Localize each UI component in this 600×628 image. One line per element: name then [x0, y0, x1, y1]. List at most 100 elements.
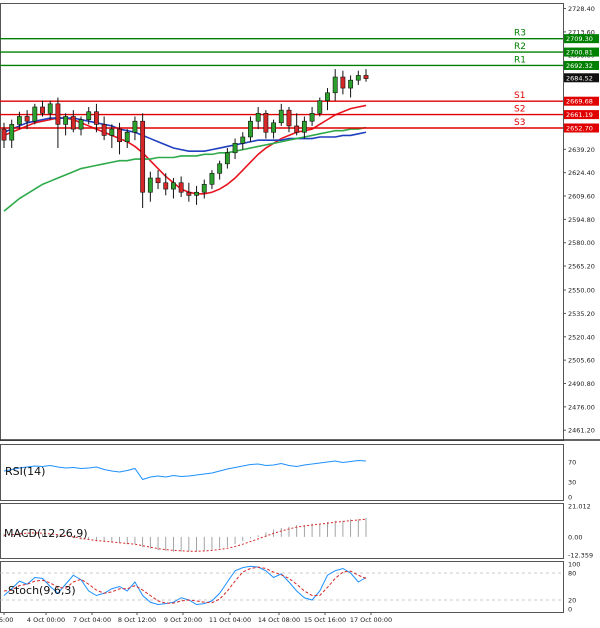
candle-body: [278, 109, 284, 124]
time-tick-label: 9 Oct 20:00: [164, 616, 202, 624]
candle: [63, 113, 69, 136]
level-tag-s3: [564, 123, 599, 133]
level-tag-r2: [564, 47, 599, 57]
candle: [278, 103, 284, 126]
price-tick-label: 2580.00: [568, 239, 595, 247]
level-tag-s2: [564, 110, 599, 120]
candle: [209, 170, 215, 190]
candle: [355, 70, 361, 85]
candle: [109, 124, 115, 149]
price-tick-label: 2550.00: [568, 287, 595, 295]
level-value-r3: 2709.30: [566, 35, 593, 43]
candle: [363, 69, 369, 82]
level-name-s1: S1: [514, 91, 525, 101]
macd-signal-line: [3, 518, 367, 552]
candle: [163, 173, 169, 196]
candle-body: [47, 103, 53, 114]
candle-body: [171, 182, 176, 190]
candle: [201, 179, 207, 199]
candle: [301, 116, 307, 139]
time-tick-label: 15 Oct 16:00: [304, 616, 346, 624]
candle: [232, 138, 238, 160]
candle-body: [317, 100, 323, 114]
level-name-s3: S3: [514, 118, 525, 128]
level-name-r2: R2: [514, 42, 526, 52]
candle-body: [332, 76, 338, 94]
candle: [171, 178, 176, 199]
level-value-r1: 2692.32: [566, 62, 593, 70]
candle: [309, 107, 315, 126]
candle-body: [355, 75, 361, 81]
candle-body: [340, 76, 346, 89]
candle-body: [147, 177, 153, 193]
candle: [240, 132, 246, 150]
rsi-tick-label: 0: [568, 494, 572, 502]
candle-body: [40, 106, 45, 114]
candle-body: [348, 79, 354, 89]
macd-tick-label: -12.359: [568, 552, 593, 560]
price-tick-label: 2713.60: [568, 28, 595, 36]
candle: [325, 88, 330, 111]
macd-tick-label: 0.00: [568, 533, 582, 541]
candle-body: [286, 109, 292, 127]
candle-body: [194, 191, 199, 196]
macd-label: MACD(12,26,9): [4, 527, 88, 540]
candle-body: [309, 113, 315, 122]
rsi-line: [3, 459, 367, 481]
stoch-label: Stoch(9,6,3): [8, 584, 76, 597]
candle: [70, 110, 76, 133]
candle: [78, 116, 84, 136]
rsi-tick-label: 30: [568, 479, 576, 487]
candle: [217, 160, 223, 180]
panel-frames: [0, 3, 600, 613]
candle: [147, 171, 153, 202]
rsi-frame: [0, 444, 564, 501]
candle-body: [16, 116, 22, 125]
candle: [294, 113, 300, 136]
candle: [224, 148, 230, 169]
level-value-r2: 2700.81: [566, 49, 593, 57]
candle-body: [255, 113, 261, 122]
time-tick-label: 11 Oct 04:00: [209, 616, 251, 624]
stoch-tick-label: 0: [568, 606, 572, 614]
candle-body: [201, 184, 207, 193]
current-price-tag: [564, 73, 599, 83]
time-tick-label: 14 Oct 08:00: [258, 616, 300, 624]
price-tick-label: 2520.40: [568, 333, 595, 341]
candle: [348, 75, 354, 98]
rsi-panel: 70 30 0 RSI(14): [3, 459, 576, 502]
candle-body: [1, 128, 7, 141]
candle-body: [32, 106, 38, 122]
candle-body: [263, 113, 269, 133]
level-value-s1: 2669.68: [566, 98, 593, 106]
price-tick-label: 2624.40: [568, 169, 595, 177]
time-tick-label: 16:00: [0, 616, 13, 624]
price-tick-label: 2461.20: [568, 427, 595, 435]
time-tick-label: 7 Oct 04:00: [73, 616, 111, 624]
candlesticks: [1, 69, 369, 209]
candle: [340, 70, 346, 95]
candle-body: [94, 111, 99, 125]
price-tick-label: 2476.00: [568, 403, 595, 411]
current-price: 2684.52: [564, 73, 599, 83]
candle: [47, 100, 53, 120]
candle: [263, 110, 269, 139]
candle-body: [209, 172, 215, 185]
rsi-tick-label: 70: [568, 459, 576, 467]
time-tick-label: 17 Oct 00:00: [350, 616, 392, 624]
candle-body: [240, 136, 246, 144]
candle-body: [294, 125, 300, 133]
price-tick-label: 2609.60: [568, 193, 595, 201]
level-value-s3: 2652.70: [566, 124, 593, 132]
level-name-s2: S2: [514, 105, 525, 115]
candle: [255, 107, 261, 130]
current-price-value: 2684.52: [566, 74, 593, 82]
price-tick-label: 2505.60: [568, 357, 595, 365]
level-name-r1: R1: [514, 55, 526, 65]
candle-body: [24, 116, 30, 122]
price-tick-label: 2565.20: [568, 263, 595, 271]
candle: [24, 110, 30, 130]
candle-body: [101, 124, 107, 136]
candle: [271, 119, 276, 139]
